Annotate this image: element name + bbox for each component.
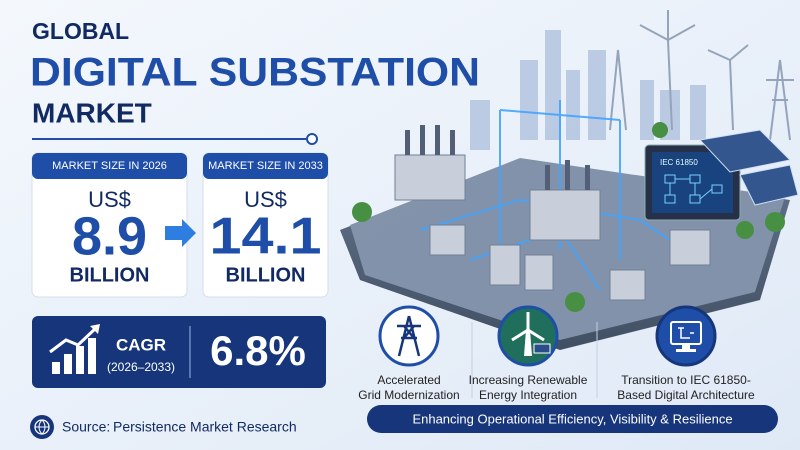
card-label: MARKET SIZE IN 2033 <box>208 160 323 172</box>
source-name: Persistence Market Research <box>113 419 297 435</box>
driver-text: Based Digital Architecture <box>617 388 755 402</box>
card-currency: US$ <box>88 187 131 212</box>
card-label: MARKET SIZE IN 2026 <box>52 160 167 172</box>
market-size-card: MARKET SIZE IN 2033 US$ 14.1 BILLION <box>202 152 329 298</box>
card-unit: BILLION <box>70 264 150 286</box>
market-size-card: MARKET SIZE IN 2026 US$ 8.9 BILLION <box>31 152 188 298</box>
driver: Accelerated Grid Modernization <box>358 305 460 402</box>
arrow <box>165 219 196 247</box>
cagr-label: CAGR <box>116 335 166 354</box>
driver: Increasing Renewable Energy Integration <box>469 305 588 402</box>
cagr-panel: CAGR (2026–2033) 6.8% <box>32 316 326 388</box>
illustration: IEC 61850 <box>340 10 799 350</box>
driver-text: Grid Modernization <box>358 388 459 402</box>
banner: Enhancing Operational Efficiency, Visibi… <box>367 405 778 433</box>
card-unit: BILLION <box>226 264 306 286</box>
source: Source: Persistence Market Research <box>30 415 297 439</box>
driver-text: Accelerated <box>377 373 440 387</box>
driver-text: Energy Integration <box>479 388 577 402</box>
subtitle: MARKET <box>32 97 152 128</box>
cagr-period: (2026–2033) <box>107 360 175 374</box>
source-label: Source: <box>62 419 110 435</box>
card-currency: US$ <box>244 187 287 212</box>
card-value: 8.9 <box>72 206 147 266</box>
banner-text: Enhancing Operational Efficiency, Visibi… <box>412 411 732 426</box>
rule-dot <box>306 133 318 145</box>
kicker: GLOBAL <box>32 18 129 44</box>
driver: Transition to IEC 61850- Based Digital A… <box>617 305 755 402</box>
driver-text: Transition to IEC 61850- <box>621 373 751 387</box>
driver-text: Increasing Renewable <box>469 373 588 387</box>
screen-label: IEC 61850 <box>660 158 698 167</box>
card-value: 14.1 <box>210 208 322 266</box>
cagr-value: 6.8% <box>210 327 306 374</box>
title: DIGITAL SUBSTATION <box>30 51 480 95</box>
